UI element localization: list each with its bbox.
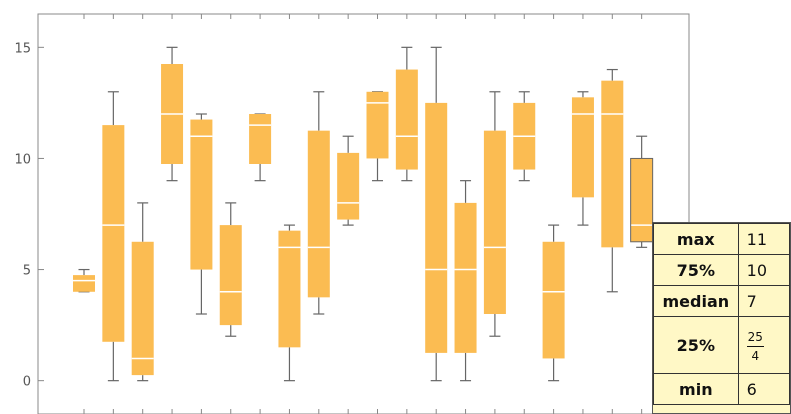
box-15[interactable] xyxy=(483,91,506,337)
box-8[interactable] xyxy=(278,224,301,382)
box-body xyxy=(307,130,330,298)
stats-value: 11 xyxy=(737,223,790,255)
box-body xyxy=(571,97,594,198)
box-6[interactable] xyxy=(219,202,242,337)
selected-box-outline xyxy=(630,157,654,243)
box-1[interactable] xyxy=(73,268,95,293)
box-2[interactable] xyxy=(102,91,125,382)
box-body xyxy=(454,202,477,353)
stats-table: max 11 75% 10 median 7 25% 25 4 min 6 xyxy=(653,223,790,405)
box-body xyxy=(190,119,213,270)
box-14[interactable] xyxy=(454,180,477,382)
box-body xyxy=(601,80,624,248)
plot-frame xyxy=(37,13,690,414)
box-body xyxy=(131,241,154,376)
box-9[interactable] xyxy=(307,91,330,315)
box-body xyxy=(337,152,360,220)
box-body xyxy=(278,230,301,348)
stats-row-max: max 11 xyxy=(653,223,790,255)
box-body xyxy=(366,91,389,159)
y-tick-label: 5 xyxy=(23,264,31,279)
box-19[interactable] xyxy=(601,68,624,293)
stats-label: 25% xyxy=(653,316,739,374)
box-body xyxy=(219,225,242,326)
stats-value: 7 xyxy=(737,285,790,317)
box-17[interactable] xyxy=(542,224,565,382)
y-tick-label: 0 xyxy=(23,375,31,390)
stats-label: median xyxy=(653,285,739,317)
stats-tooltip: max 11 75% 10 median 7 25% 25 4 min 6 xyxy=(652,222,791,414)
stats-label: min xyxy=(653,373,739,405)
y-tick-label: 10 xyxy=(14,152,31,167)
stats-row-min: min 6 xyxy=(653,373,790,405)
box-body xyxy=(102,125,125,342)
stats-value: 10 xyxy=(737,254,790,286)
boxes xyxy=(73,46,654,382)
box-7[interactable] xyxy=(249,113,272,182)
stats-value: 25 4 xyxy=(737,316,790,374)
box-12[interactable] xyxy=(395,46,418,182)
box-10[interactable] xyxy=(337,135,360,226)
box-body xyxy=(425,102,448,353)
box-3[interactable] xyxy=(131,202,154,382)
stats-row-median: median 7 xyxy=(653,285,790,317)
y-tick-label: 15 xyxy=(14,41,31,56)
box-5[interactable] xyxy=(190,113,213,315)
box-16[interactable] xyxy=(513,91,536,182)
fraction: 25 4 xyxy=(746,328,764,365)
x-axis-ticks xyxy=(83,14,643,414)
stats-row-q3: 75% 10 xyxy=(653,254,790,286)
box-body xyxy=(73,275,95,292)
y-axis: 0 5 10 15 xyxy=(14,41,44,390)
box-4[interactable] xyxy=(161,46,184,182)
box-body xyxy=(249,114,272,164)
stats-label: max xyxy=(653,223,739,255)
box-11[interactable] xyxy=(366,91,389,182)
stats-row-q1: 25% 25 4 xyxy=(653,316,790,374)
box-13[interactable] xyxy=(425,46,448,382)
box-body xyxy=(542,241,565,359)
fraction-denominator: 4 xyxy=(751,348,760,363)
box-18[interactable] xyxy=(571,91,594,226)
fraction-numerator: 25 xyxy=(746,328,764,347)
box-20[interactable] xyxy=(630,135,654,248)
box-body xyxy=(395,69,418,170)
stats-label: 75% xyxy=(653,254,739,286)
stats-value: 6 xyxy=(737,373,790,405)
box-body xyxy=(483,130,506,314)
box-body xyxy=(630,158,653,242)
